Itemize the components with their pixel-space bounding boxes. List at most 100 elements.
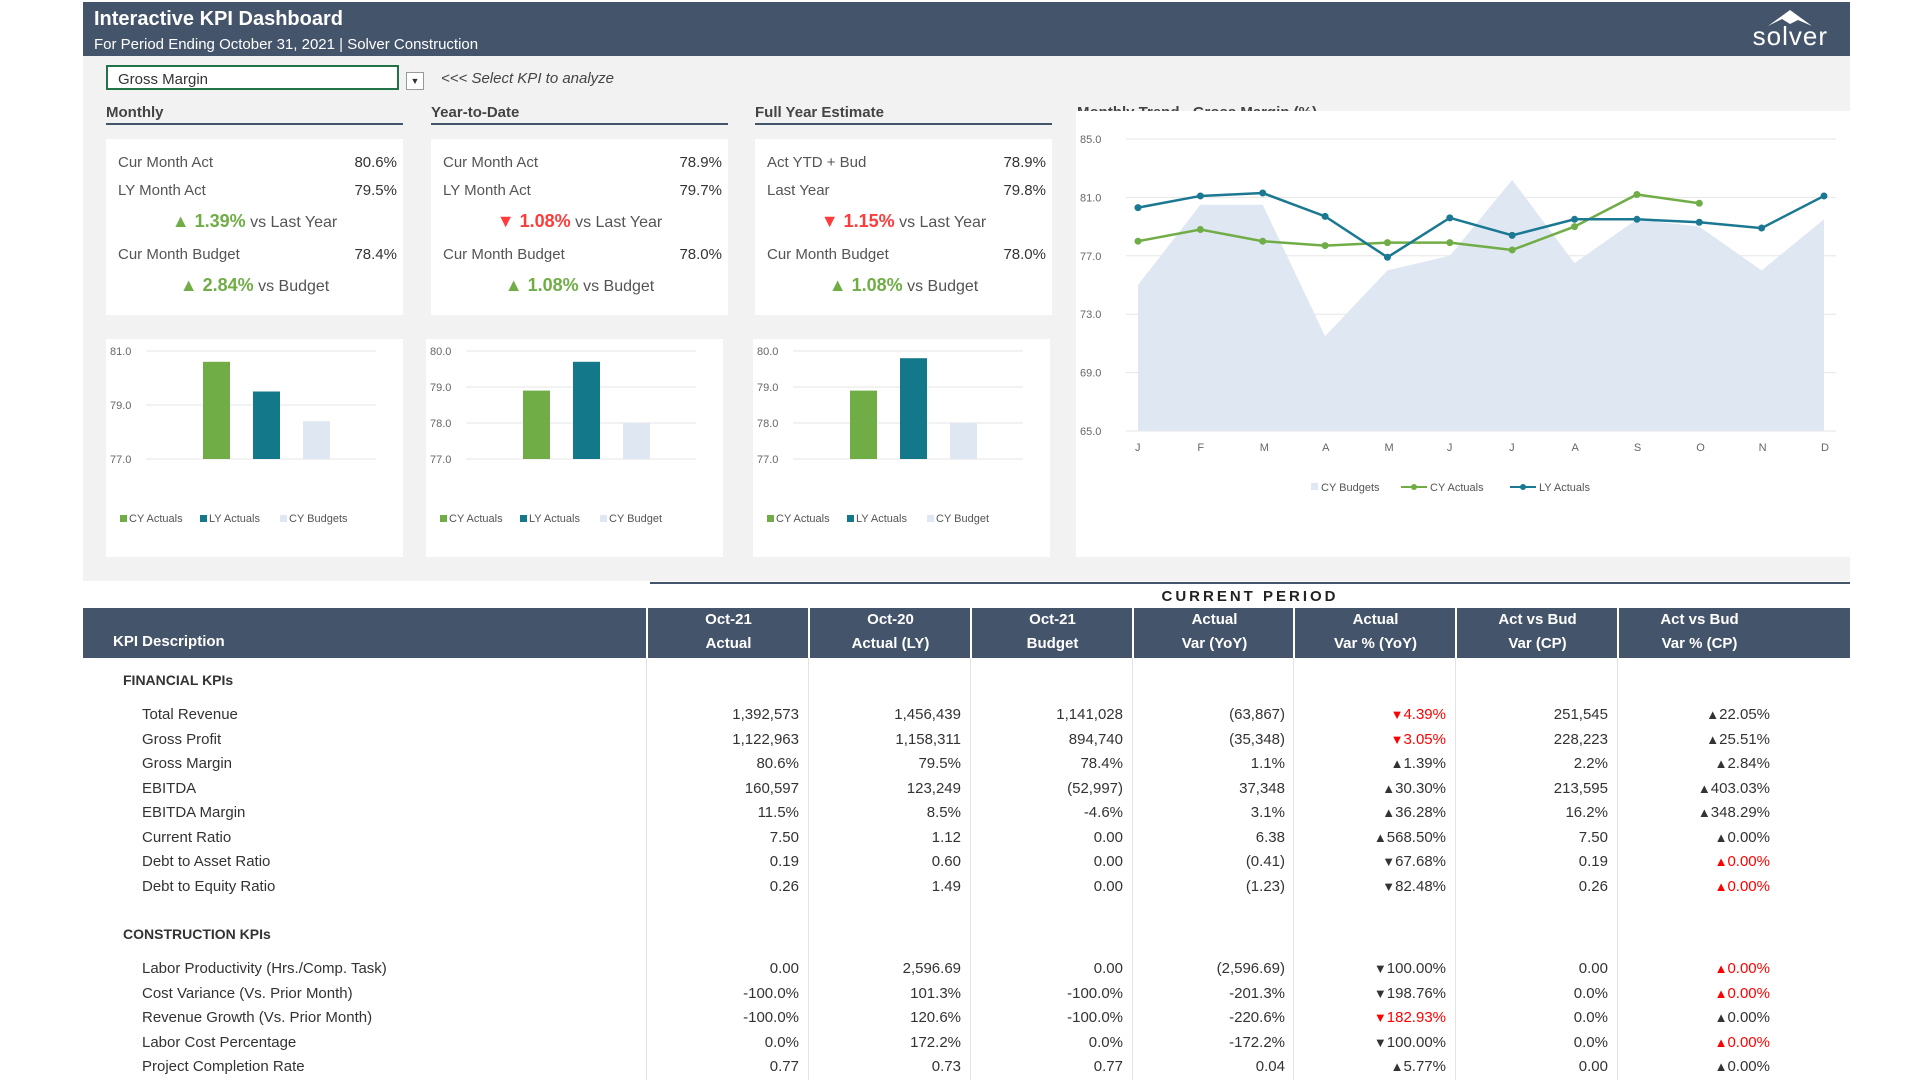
- column-divider: [1455, 658, 1456, 1080]
- triangle-down-icon: ▼: [1373, 961, 1387, 976]
- x-tick-label: J: [1135, 442, 1141, 454]
- point-ly-actuals: [1383, 253, 1391, 261]
- variance-value: 568.50%: [1386, 828, 1446, 846]
- table-cell: (63,867): [1229, 706, 1285, 723]
- x-tick-label: A: [1572, 442, 1580, 454]
- variance-label: vs Budget: [254, 278, 329, 295]
- card-row-label: LY Month Act: [118, 182, 206, 199]
- dashboard-subtitle: For Period Ending October 31, 2021 | Sol…: [94, 36, 479, 53]
- triangle-up-icon: ▲: [1714, 961, 1728, 976]
- table-cell: 0.0%: [1573, 1009, 1608, 1026]
- table-cell: 2,596.69: [902, 960, 961, 977]
- table-row: Labor Productivity (Hrs./Comp. Task) 0.00…: [83, 960, 1850, 984]
- kpi-selector[interactable]: Gross Margin: [106, 65, 399, 90]
- table-group-heading: CONSTRUCTION KPIs: [123, 926, 271, 942]
- fy-bar-svg: 77.0 78.0 79.0 80.0 CY Actuals LY Actuals CY B…: [757, 346, 1023, 525]
- table-cell: -100.0%: [1067, 984, 1123, 1002]
- legend-swatch: [600, 515, 607, 522]
- variance-value: 0.00%: [1727, 828, 1770, 846]
- table-cell: 123,249: [906, 779, 961, 797]
- table-cell: 120.6%: [910, 1009, 961, 1026]
- table-header: KPI Description Oct-21 Actual Oct-20 Actual…: [83, 608, 1850, 658]
- table-cell: ▲30.30%: [1293, 780, 1446, 797]
- legend-swatch: [847, 515, 854, 522]
- triangle-up-icon: ▲: [1714, 1010, 1728, 1025]
- x-tick-label: F: [1197, 442, 1204, 454]
- variance-label: vs Budget: [903, 278, 978, 295]
- table-cell: ▲22.05%: [1617, 706, 1770, 723]
- table-group-heading: FINANCIAL KPIs: [123, 672, 234, 688]
- solver-logo: solver: [1738, 10, 1828, 52]
- triangle-down-icon: ▼: [496, 211, 520, 231]
- legend-swatch-dot: [1411, 484, 1417, 490]
- table-cell: (1.23): [1245, 877, 1285, 895]
- legend-label: CY Actuals: [449, 513, 503, 525]
- column-header-line1: Actual: [1352, 611, 1399, 628]
- table-cell: ▲0.00%: [1617, 878, 1770, 895]
- table-cell: ▲25.51%: [1617, 731, 1770, 748]
- bar-ly-actuals: [253, 391, 280, 459]
- table-cell: 0.77: [769, 1058, 799, 1075]
- table-cell: ▼82.48%: [1293, 878, 1446, 895]
- table-cell: -100.0%: [743, 984, 799, 1002]
- column-header-line2: Var % (YoY): [1333, 635, 1418, 652]
- card-row: LY Month Act 79.7%: [443, 182, 722, 199]
- table-row: EBITDA 160,597 123,249 (52,997) 37,348 ▲30.30…: [83, 780, 1850, 804]
- table-cell: 0.60: [931, 853, 961, 870]
- table-cell: 1.1%: [1250, 755, 1285, 772]
- kpi-description: EBITDA Margin: [142, 804, 246, 821]
- variance-value: 82.48%: [1395, 877, 1446, 895]
- table-cell: 251,545: [1553, 706, 1608, 723]
- table-cell: ▲0.00%: [1617, 853, 1770, 870]
- variance-value: 2.84%: [1727, 755, 1770, 772]
- legend-swatch: [440, 515, 447, 522]
- table-row: Gross Margin 80.6% 79.5% 78.4% 1.1% ▲1.39% 2.2…: [83, 755, 1850, 779]
- table-cell: 7.50: [769, 828, 799, 846]
- table-cell: ▲5.77%: [1293, 1058, 1446, 1075]
- table-row: EBITDA Margin 11.5% 8.5% -4.6% 3.1% ▲36.28% 16…: [83, 804, 1850, 828]
- card-variance: ▼ 1.15% vs Last Year: [755, 211, 1052, 232]
- table-cell: ▼4.39%: [1293, 706, 1446, 723]
- column-header: Oct-20 Actual (LY): [808, 608, 971, 658]
- card-row: Cur Month Budget 78.4%: [118, 246, 397, 263]
- variance-value: 100.00%: [1386, 960, 1446, 977]
- column-divider: [808, 658, 809, 1080]
- table-row: Project Completion Rate 0.77 0.73 0.77 0.04 ▲…: [83, 1058, 1850, 1082]
- table-row: Total Revenue 1,392,573 1,456,439 1,141,028…: [83, 706, 1850, 730]
- table-cell: 0.00: [1093, 828, 1123, 846]
- point-cy-actuals: [1321, 242, 1329, 250]
- table-cell: 0.77: [1093, 1058, 1123, 1075]
- bar-ly-actuals: [900, 358, 927, 459]
- monthly-bar-chart: 77.0 79.0 81.0 CY Actuals LY Actuals CY Budge…: [106, 339, 403, 557]
- variance-value: 22.05%: [1719, 706, 1770, 723]
- area-cy-budgets: [1138, 179, 1824, 431]
- kpi-description: Project Completion Rate: [142, 1058, 305, 1075]
- table-cell: 0.73: [931, 1058, 961, 1075]
- triangle-up-icon: ▲: [1697, 805, 1711, 820]
- y-tick-label: 77.0: [1080, 251, 1101, 263]
- triangle-up-icon: ▲: [1714, 756, 1728, 771]
- legend-label: CY Budget: [609, 513, 662, 525]
- y-tick-label: 79.0: [430, 382, 451, 394]
- card-variance: ▲ 1.39% vs Last Year: [106, 211, 403, 232]
- table-cell: 0.04: [1255, 1058, 1285, 1075]
- table-cell: 7.50: [1578, 828, 1608, 846]
- chevron-down-icon[interactable]: ▼: [406, 72, 424, 90]
- card-row-label: Cur Month Budget: [443, 246, 565, 263]
- table-cell: 6.38: [1255, 828, 1285, 846]
- variance-label-text: vs Last Year: [250, 214, 338, 231]
- table-cell: 0.0%: [1573, 984, 1608, 1002]
- card-row: Cur Month Act 78.9%: [443, 154, 722, 171]
- table-cell: 16.2%: [1565, 804, 1608, 821]
- point-ly-actuals: [1820, 192, 1828, 200]
- table-cell: 1,141,028: [1056, 706, 1123, 723]
- triangle-up-icon: ▲: [171, 211, 195, 231]
- x-tick-label: S: [1634, 442, 1641, 454]
- table-cell: 0.0%: [764, 1033, 799, 1051]
- kpi-description-header: KPI Description: [113, 633, 225, 650]
- ytd-bar-svg: 77.0 78.0 79.0 80.0 CY Actuals LY Actuals CY B…: [430, 346, 696, 525]
- column-header: Oct-21 Actual: [646, 608, 809, 658]
- table-cell: ▲568.50%: [1293, 829, 1446, 846]
- table-cell: ▲0.00%: [1617, 985, 1770, 1002]
- variance-value: 36.28%: [1395, 804, 1446, 821]
